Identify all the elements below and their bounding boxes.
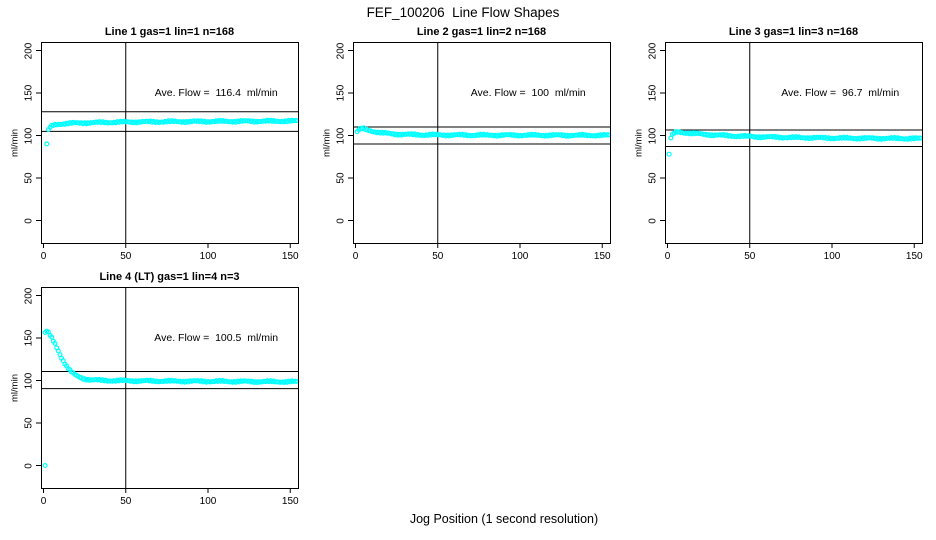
ave-flow-annotation: Ave. Flow = 96.7 ml/min xyxy=(781,87,900,99)
markers-group xyxy=(666,129,924,157)
panel-frame xyxy=(41,287,299,489)
y-tick-label: 100 xyxy=(335,127,347,144)
figure-title: FEF_100206 Line Flow Shapes xyxy=(366,5,560,20)
data-point-marker xyxy=(44,141,50,147)
markers-group xyxy=(354,125,612,139)
panel-line-2 xyxy=(348,42,612,248)
y-tick-label: 0 xyxy=(647,217,659,224)
data-point-marker xyxy=(666,151,672,157)
panel-frame xyxy=(665,42,923,244)
x-tick-label: 50 xyxy=(432,251,444,262)
panel-title: Line 3 gas=1 lin=3 n=168 xyxy=(728,26,859,38)
y-tick-label: 100 xyxy=(647,127,659,144)
x-tick-label: 150 xyxy=(593,251,611,262)
panel-line-1 xyxy=(36,42,300,248)
y-tick-label: 50 xyxy=(335,172,347,184)
y-tick-label: 0 xyxy=(335,217,347,224)
panel-frame xyxy=(41,42,299,244)
markers-group xyxy=(42,328,300,469)
x-tick-label: 0 xyxy=(40,496,47,507)
x-tick-label: 0 xyxy=(352,251,359,262)
x-tick-label: 150 xyxy=(281,496,299,507)
panel-title: Line 1 gas=1 lin=1 n=168 xyxy=(104,26,235,38)
x-tick-label: 100 xyxy=(199,251,217,262)
y-tick-label: 100 xyxy=(23,372,35,389)
y-tick-label: 50 xyxy=(647,172,659,184)
x-tick-label: 50 xyxy=(744,251,756,262)
y-tick-label: 50 xyxy=(23,417,35,429)
panel-frame xyxy=(353,42,611,244)
x-tick-label: 150 xyxy=(905,251,923,262)
panel-line-3 xyxy=(660,42,924,248)
x-tick-label: 100 xyxy=(511,251,529,262)
x-tick-label: 100 xyxy=(823,251,841,262)
ave-flow-annotation: Ave. Flow = 100 ml/min xyxy=(470,87,586,99)
y-tick-label: 0 xyxy=(23,462,35,469)
y-tick-label: 200 xyxy=(335,42,347,59)
data-point-marker xyxy=(49,334,55,340)
y-tick-label: 150 xyxy=(647,84,659,102)
y-tick-label: 200 xyxy=(647,42,659,59)
x-axis-label: Jog Position (1 second resolution) xyxy=(409,512,599,526)
y-tick-label: 0 xyxy=(23,217,35,224)
x-tick-label: 150 xyxy=(281,251,299,262)
y-axis-unit-label: ml/min xyxy=(9,373,21,402)
panel-line-4 xyxy=(36,287,300,493)
data-point-marker xyxy=(42,463,48,469)
y-tick-label: 200 xyxy=(23,287,35,304)
x-tick-label: 50 xyxy=(120,251,132,262)
x-tick-label: 0 xyxy=(40,251,47,262)
panel-title: Line 4 (LT) gas=1 lin=4 n=3 xyxy=(99,271,240,283)
ave-flow-annotation: Ave. Flow = 116.4 ml/min xyxy=(154,87,278,99)
y-tick-label: 100 xyxy=(23,127,35,144)
y-axis-unit-label: ml/min xyxy=(9,128,21,157)
y-tick-label: 150 xyxy=(335,84,347,102)
y-tick-label: 50 xyxy=(23,172,35,184)
y-axis-unit-label: ml/min xyxy=(321,128,333,157)
ave-flow-annotation: Ave. Flow = 100.5 ml/min xyxy=(154,332,279,344)
markers-group xyxy=(44,117,300,147)
x-tick-label: 100 xyxy=(199,496,217,507)
x-tick-label: 0 xyxy=(664,251,671,262)
panel-title: Line 2 gas=1 lin=2 n=168 xyxy=(416,26,547,38)
y-tick-label: 200 xyxy=(23,42,35,59)
y-tick-label: 150 xyxy=(23,329,35,347)
data-point-marker xyxy=(52,340,58,346)
x-tick-label: 50 xyxy=(120,496,132,507)
y-axis-unit-label: ml/min xyxy=(633,128,645,157)
y-tick-label: 150 xyxy=(23,84,35,102)
